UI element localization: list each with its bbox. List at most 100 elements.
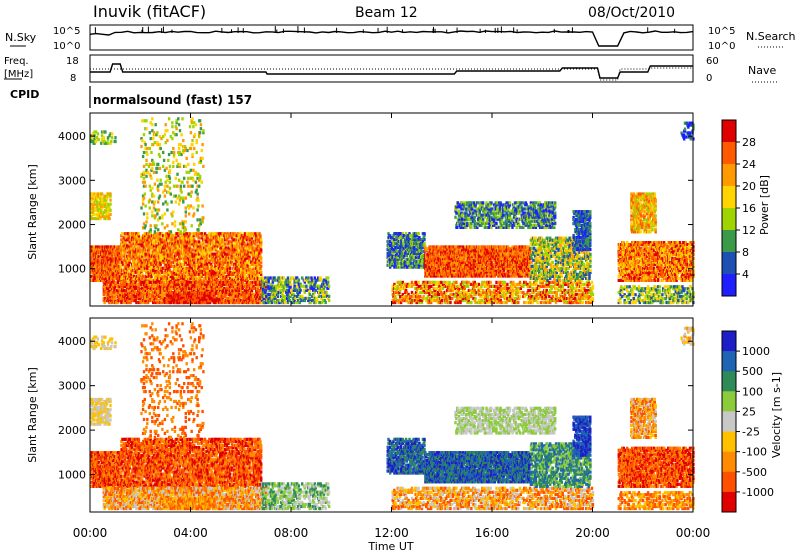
power-cell bbox=[139, 296, 142, 301]
power-cell bbox=[202, 291, 205, 295]
power-cell bbox=[147, 272, 151, 276]
power-cell bbox=[131, 278, 134, 282]
power-cell bbox=[128, 298, 131, 303]
power-cell bbox=[141, 272, 144, 276]
power-cell bbox=[197, 288, 200, 293]
power-cell bbox=[152, 298, 156, 303]
power-cell bbox=[142, 264, 146, 268]
power-cell bbox=[277, 280, 280, 284]
power-cell bbox=[193, 274, 197, 278]
power-cell bbox=[100, 247, 104, 251]
power-cell bbox=[151, 200, 154, 204]
power-cell bbox=[95, 130, 98, 134]
power-cell bbox=[308, 288, 311, 292]
power-cell bbox=[97, 212, 100, 216]
power-cell bbox=[142, 170, 146, 174]
power-cell bbox=[179, 299, 182, 303]
power-cell bbox=[110, 270, 114, 275]
power-cell bbox=[236, 270, 239, 274]
power-cell bbox=[261, 288, 265, 292]
power-cell bbox=[180, 256, 183, 260]
power-cell bbox=[289, 292, 292, 296]
power-cell bbox=[198, 260, 202, 264]
power-cell bbox=[126, 264, 129, 268]
power-cell bbox=[157, 258, 160, 262]
power-cell bbox=[219, 288, 222, 293]
power-cell bbox=[262, 284, 265, 288]
power-cell bbox=[104, 251, 107, 255]
power-cell bbox=[141, 154, 145, 159]
power-cell bbox=[237, 290, 240, 295]
power-cell bbox=[283, 298, 286, 303]
power-cell bbox=[177, 272, 180, 276]
power-cell bbox=[90, 255, 93, 259]
power-cell bbox=[269, 284, 272, 288]
power-cell bbox=[90, 192, 94, 196]
power-cell bbox=[203, 266, 206, 270]
power-cell bbox=[243, 294, 246, 299]
power-cell bbox=[143, 250, 146, 254]
power-cell bbox=[123, 236, 126, 240]
power-cell bbox=[316, 298, 319, 303]
power-cell bbox=[255, 266, 258, 270]
power-cell bbox=[234, 294, 238, 299]
power-cell bbox=[121, 254, 124, 258]
power-cell bbox=[143, 292, 146, 297]
power-cell bbox=[239, 276, 242, 280]
power-cell bbox=[260, 270, 263, 274]
power-cell bbox=[169, 293, 172, 297]
power-cell bbox=[155, 272, 158, 276]
power-cell bbox=[239, 240, 243, 244]
power-cell bbox=[124, 258, 127, 262]
nsearch-tick-low: 10^0 bbox=[708, 41, 735, 52]
power-cell bbox=[154, 278, 157, 282]
power-cell bbox=[191, 262, 194, 266]
power-cell bbox=[260, 272, 263, 276]
power-cell bbox=[104, 196, 107, 200]
power-cell bbox=[296, 294, 299, 298]
power-cell bbox=[163, 300, 167, 305]
power-cell bbox=[131, 248, 135, 252]
power-cell bbox=[255, 268, 259, 272]
power-cell bbox=[210, 276, 213, 280]
power-cell bbox=[198, 232, 201, 236]
power-cell bbox=[233, 250, 236, 254]
power-cell bbox=[220, 284, 224, 288]
power-cell bbox=[239, 284, 242, 288]
power-cell bbox=[155, 250, 158, 254]
power-cell bbox=[228, 246, 231, 250]
power-cell bbox=[195, 266, 198, 270]
power-cell bbox=[217, 262, 220, 266]
power-cell bbox=[256, 260, 260, 264]
power-cell bbox=[261, 294, 265, 298]
power-cell bbox=[113, 245, 116, 249]
power-cell bbox=[208, 270, 212, 274]
power-cell bbox=[180, 244, 183, 248]
power-cell bbox=[172, 293, 175, 297]
power-cell bbox=[108, 265, 111, 269]
power-cell bbox=[245, 244, 249, 248]
power-cell bbox=[244, 296, 247, 301]
power-cell bbox=[240, 244, 244, 248]
power-cell bbox=[105, 194, 108, 198]
power-cell bbox=[309, 300, 312, 305]
power-cell bbox=[225, 274, 229, 278]
power-cell bbox=[310, 284, 313, 288]
power-cell bbox=[102, 290, 105, 295]
power-cell bbox=[266, 298, 270, 303]
power-cell bbox=[296, 290, 299, 294]
power-cell bbox=[312, 278, 316, 282]
power-cell bbox=[139, 286, 142, 290]
nave-tick-low: 0 bbox=[706, 73, 712, 84]
power-cell bbox=[241, 234, 244, 238]
power-cell bbox=[134, 236, 137, 240]
power-cell bbox=[208, 254, 212, 258]
power-cell bbox=[216, 244, 219, 248]
power-cell bbox=[105, 294, 109, 299]
power-cell bbox=[136, 274, 140, 278]
power-cell bbox=[224, 236, 228, 240]
power-cell bbox=[234, 268, 237, 272]
power-cell bbox=[213, 295, 217, 299]
power-cell bbox=[298, 290, 301, 294]
power-cell bbox=[228, 252, 231, 256]
